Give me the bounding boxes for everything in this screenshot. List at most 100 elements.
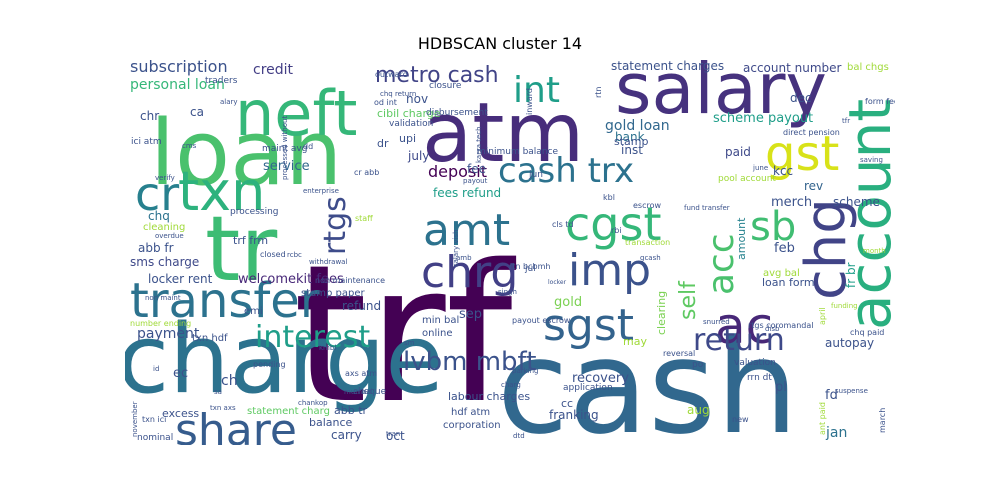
- word-reversal: reversal: [663, 349, 695, 358]
- word-escrow: escrow: [633, 201, 661, 210]
- word-loan-form: loan form: [762, 276, 815, 289]
- word-sms-charge: sms charge: [130, 255, 199, 269]
- word-ant-paid: ant paid: [818, 402, 827, 435]
- word-avg-bal: avg bal: [763, 268, 800, 279]
- word-po: po: [692, 360, 704, 370]
- word-sb: sb: [750, 204, 796, 250]
- word-trf-frm: trf frm: [233, 234, 268, 247]
- word-tran: tran: [386, 430, 400, 438]
- word-feb: feb: [774, 241, 795, 256]
- word-cleaning: cleaning: [143, 222, 185, 233]
- word-withdrawal: withdrawal: [309, 258, 347, 266]
- word-valuation: valuation: [734, 358, 776, 368]
- word-disbursement: disbursement: [426, 108, 488, 118]
- word-snurred: snurred: [703, 318, 730, 326]
- word-paid: paid: [725, 145, 751, 159]
- word-txn: txn: [178, 160, 265, 223]
- word-return: return: [693, 323, 785, 358]
- word-dec: dec: [790, 91, 812, 105]
- word-kmbl: kmbl: [319, 344, 336, 352]
- word-chg: chg: [794, 198, 859, 300]
- word-nov: nov: [406, 92, 428, 106]
- word-rcbc: rcbc: [287, 251, 302, 259]
- word-loan: loan: [150, 101, 342, 206]
- word-ec: ec: [173, 366, 188, 381]
- word-interest: interest: [255, 320, 370, 355]
- word-tfr: tfr: [842, 117, 850, 125]
- word-chankop: chankop: [298, 399, 328, 407]
- word-kbl: kbl: [603, 193, 615, 202]
- word-inward: inward: [525, 88, 534, 115]
- word-jan: jan: [825, 425, 847, 441]
- word-recovery: recovery: [572, 371, 629, 386]
- word-online: online: [422, 328, 453, 339]
- word-gst: gst: [765, 126, 839, 182]
- word-abb-tr: abb tr: [334, 404, 368, 417]
- word-charge: charge: [125, 305, 444, 415]
- word-amt: amt: [423, 205, 510, 256]
- word-month: month: [863, 247, 886, 255]
- word-rbi: rbi: [611, 226, 622, 235]
- word-non-maintenance: non maintenance: [315, 276, 385, 285]
- word-bank: bank: [615, 130, 645, 144]
- word-outward: outward: [375, 70, 408, 79]
- word-cls-td: cls td: [552, 220, 574, 229]
- word-fd: fd: [825, 388, 838, 403]
- word-subscription: subscription: [130, 60, 228, 76]
- word-rev: rev: [804, 179, 823, 193]
- word-closed: closed: [260, 250, 286, 259]
- word-chq-paid: chq paid: [850, 328, 884, 337]
- word-fr-br: fr br: [844, 262, 858, 288]
- word-rtgs: rtgs: [318, 196, 353, 255]
- word-june: june: [752, 164, 768, 172]
- word-singh: singh: [498, 288, 517, 296]
- word-jun: jun: [528, 170, 543, 180]
- word-payment: payment: [137, 326, 200, 342]
- word-gold-loan: gold loan: [605, 118, 670, 134]
- word-tr: tr: [205, 197, 277, 302]
- word-labour-charges: labour charges: [448, 390, 530, 403]
- word-november: november: [131, 401, 139, 437]
- word-stamp: stamp: [614, 135, 649, 148]
- word-inst: inst: [621, 143, 643, 157]
- word-txn-axs: txn axs: [210, 404, 236, 412]
- word-staff: staff: [355, 214, 373, 223]
- word-credit: credit: [253, 62, 294, 78]
- word-upi: upi: [399, 132, 416, 145]
- word-closure: closure: [429, 81, 462, 91]
- word-amb: amb: [456, 254, 472, 262]
- word-pool-account: pool account: [718, 174, 776, 184]
- word-id: id: [153, 365, 159, 373]
- word-abb-fr: abb fr: [138, 241, 174, 255]
- word-cr: cr: [135, 167, 179, 221]
- word-cibil-charge: cibil charge: [377, 107, 441, 120]
- word-emi: emi: [244, 306, 263, 317]
- word-min-bal: min bal: [422, 315, 459, 326]
- word-chrg: chrg: [421, 247, 518, 298]
- word-merch: merch: [771, 195, 812, 210]
- word-traders: traders: [205, 76, 238, 86]
- word-non-maint: non maint: [145, 294, 181, 302]
- word-april: april: [818, 307, 827, 325]
- word-sa: sa: [214, 388, 222, 396]
- word-karza-tech: karza tech: [475, 126, 483, 163]
- word-dtd: dtd: [513, 432, 525, 440]
- word-od-int: od int: [374, 98, 397, 107]
- word-chq-return: chq return: [380, 90, 416, 98]
- word-statement-charges: statement charges: [611, 60, 724, 73]
- word-axs-atm: axs atm: [345, 369, 377, 378]
- word-gold: gold: [554, 295, 582, 310]
- word-cgst: cgst: [565, 197, 662, 251]
- word-account-number: account number: [743, 61, 842, 75]
- word-carry: carry: [331, 428, 362, 442]
- word-suspense: suspense: [835, 387, 868, 395]
- word-rtgs-coromandal: rtgs coromandal: [748, 321, 813, 330]
- word-maint-avg: maint avg: [262, 144, 307, 154]
- word-autopay: autopay: [825, 336, 874, 350]
- word-payout: payout: [463, 177, 488, 185]
- word-salary-vish: salary vish: [452, 229, 460, 267]
- word-cc: cc: [561, 397, 573, 410]
- word-dr: dr: [377, 137, 389, 150]
